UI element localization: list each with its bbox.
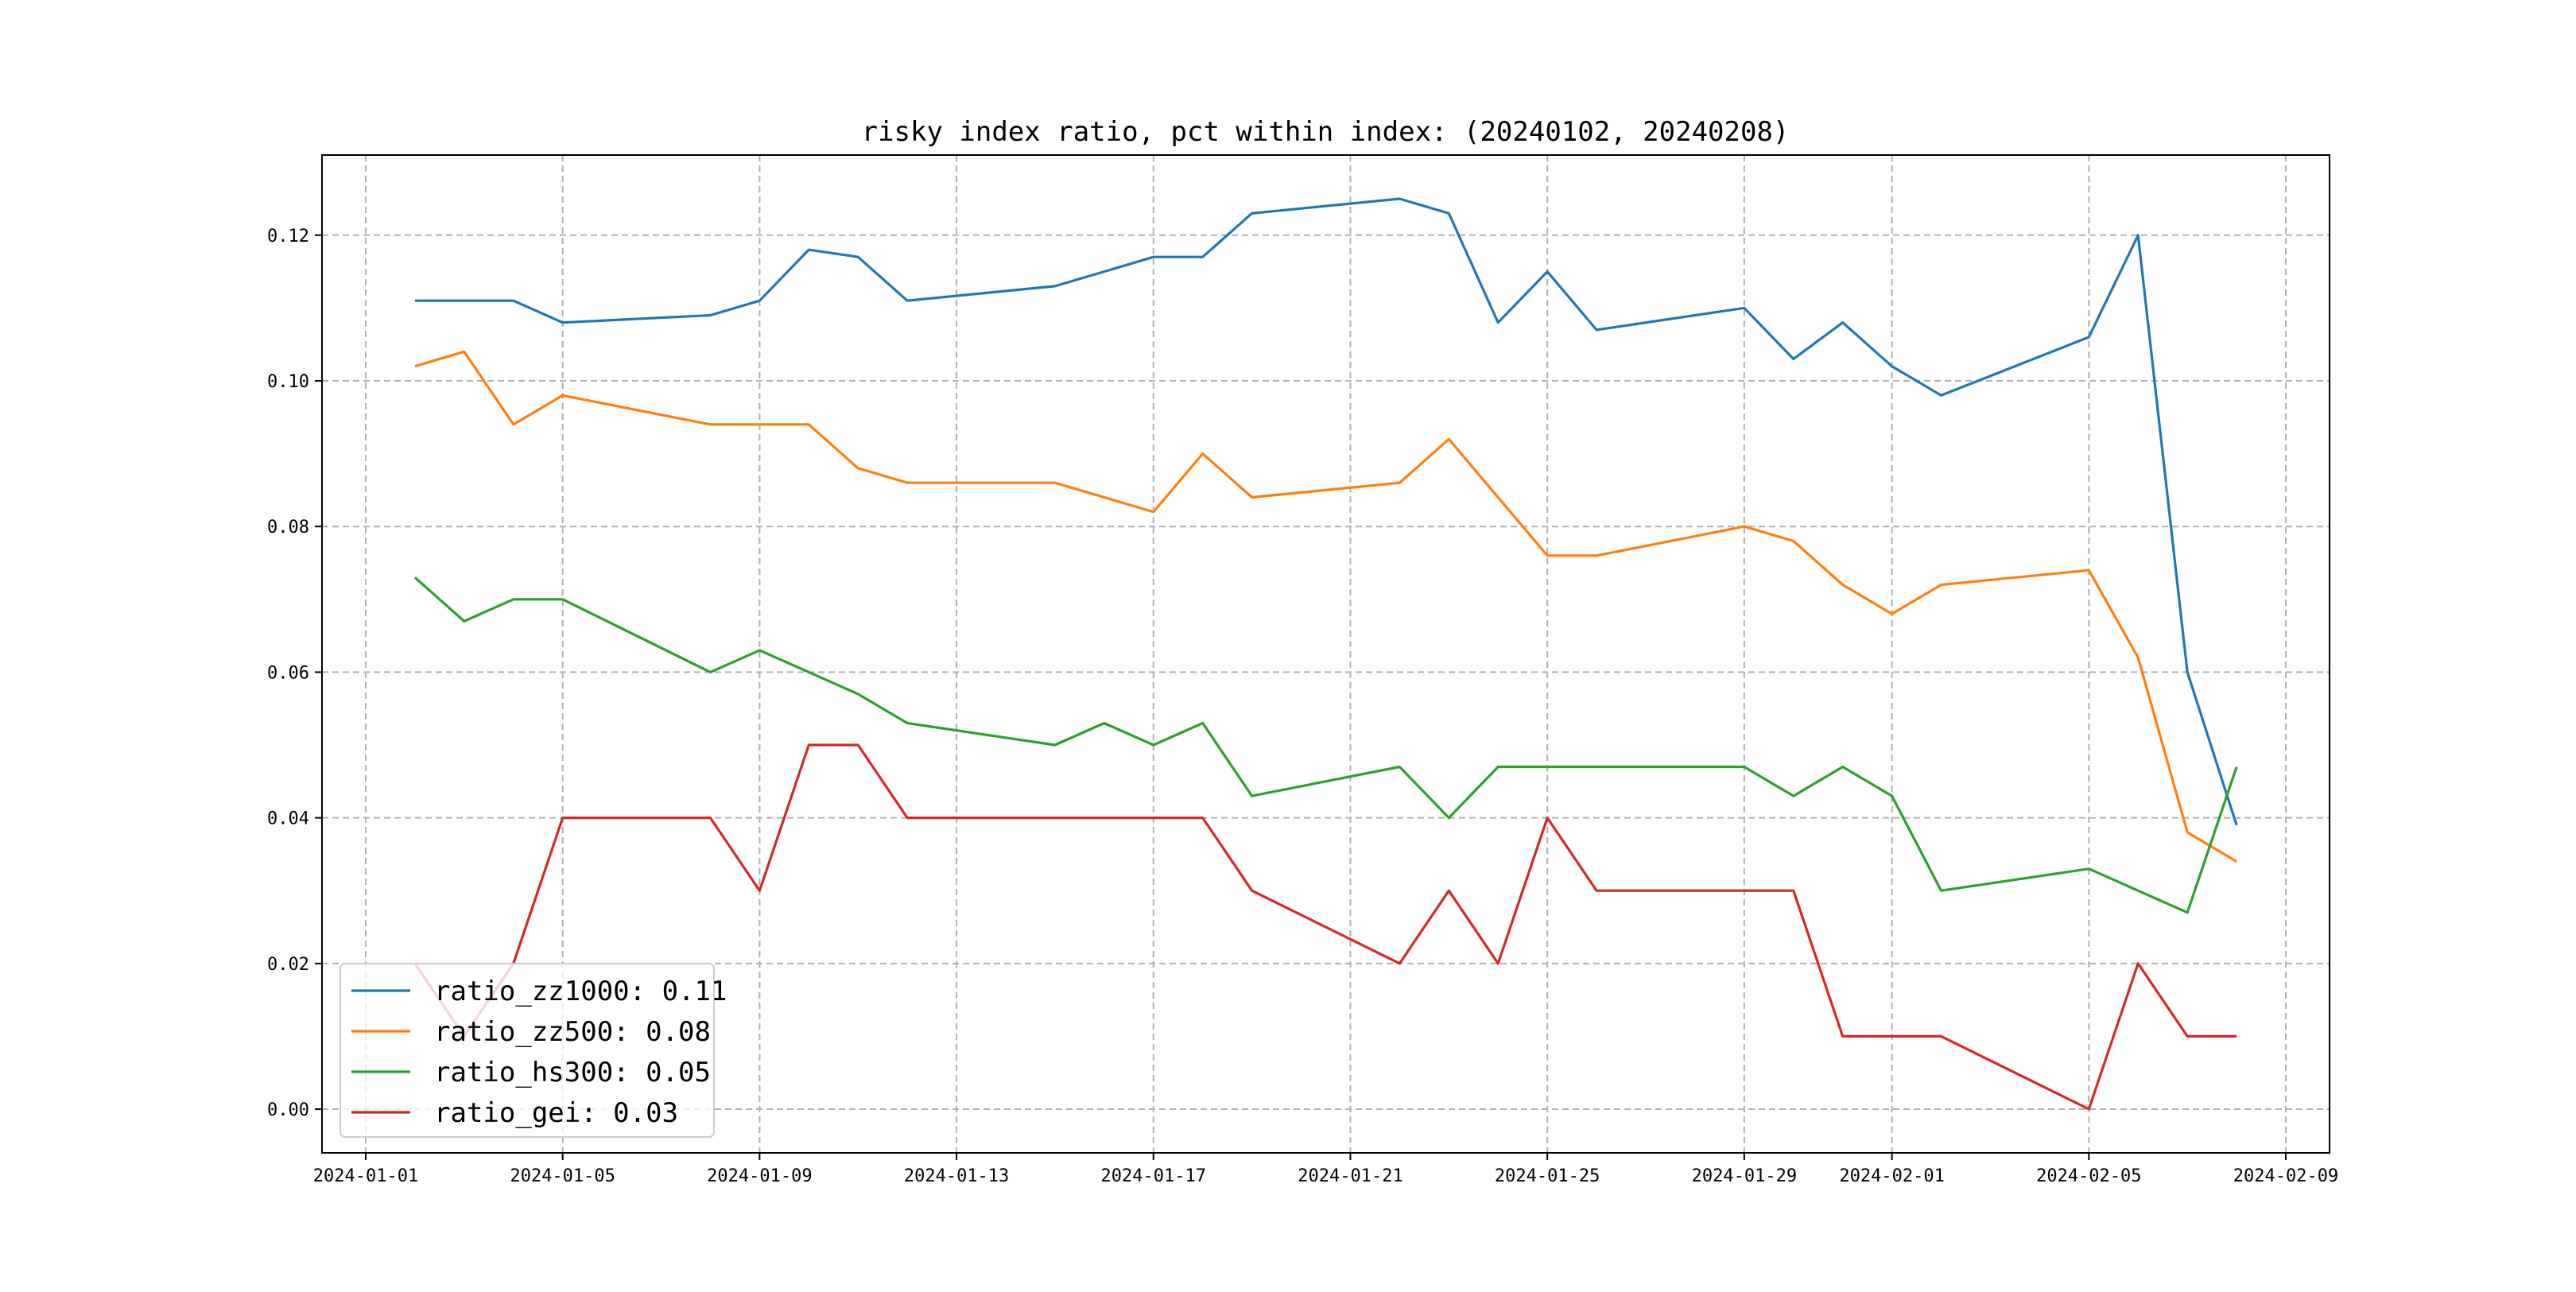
series-line-1 bbox=[414, 197, 2238, 826]
x-tick-label: 2024-01-01 bbox=[313, 1166, 418, 1186]
y-tick-label: 0.00 bbox=[267, 1100, 309, 1120]
y-tick-label: 0.08 bbox=[267, 518, 309, 537]
grid bbox=[322, 155, 2330, 1153]
series-line-2 bbox=[414, 350, 2237, 863]
series-line-3 bbox=[413, 576, 2238, 914]
y-tick-label: 0.02 bbox=[267, 955, 309, 975]
x-tick-label: 2024-01-09 bbox=[707, 1166, 812, 1186]
x-tick-label: 2024-01-17 bbox=[1101, 1166, 1206, 1186]
x-tick-label: 2024-02-01 bbox=[1839, 1166, 1944, 1186]
y-tick-label: 0.04 bbox=[267, 809, 309, 829]
chart-title: risky index ratio, pct within index: (20… bbox=[862, 116, 1790, 148]
legend-label: ratio_zz1000: 0.11 bbox=[434, 976, 727, 1007]
x-tick-label: 2024-01-29 bbox=[1692, 1166, 1797, 1186]
x-tick-label: 2024-01-13 bbox=[904, 1166, 1009, 1186]
legend-box bbox=[339, 963, 715, 1138]
legend-label: ratio_gei: 0.03 bbox=[434, 1097, 678, 1129]
x-tick-label: 2024-01-05 bbox=[510, 1166, 615, 1186]
x-tick-label: 2024-01-21 bbox=[1298, 1166, 1402, 1186]
x-axis: 2024-01-01 2024-01-05 2024-01-09 2024-01-13… bbox=[313, 1153, 2338, 1186]
x-tick-label: 2024-02-09 bbox=[2233, 1166, 2338, 1186]
y-tick-label: 0.12 bbox=[267, 227, 309, 246]
legend: ratio_zz1000: 0.11 ratio_zz500: 0.08 ratio… bbox=[339, 963, 727, 1138]
y-axis: 0.00 0.02 0.04 0.06 0.08 0.10 0.12 bbox=[267, 227, 322, 1120]
series-line-4 bbox=[413, 743, 2237, 1111]
legend-label: ratio_zz500: 0.08 bbox=[434, 1016, 711, 1048]
series-lines bbox=[413, 197, 2238, 1111]
x-tick-label: 2024-02-05 bbox=[2036, 1166, 2141, 1186]
y-tick-label: 0.10 bbox=[267, 372, 309, 392]
y-tick-label: 0.06 bbox=[267, 663, 309, 683]
plot-frame bbox=[321, 154, 2330, 1154]
legend-label: ratio_hs300: 0.05 bbox=[434, 1057, 711, 1088]
x-tick-label: 2024-01-25 bbox=[1495, 1166, 1600, 1186]
